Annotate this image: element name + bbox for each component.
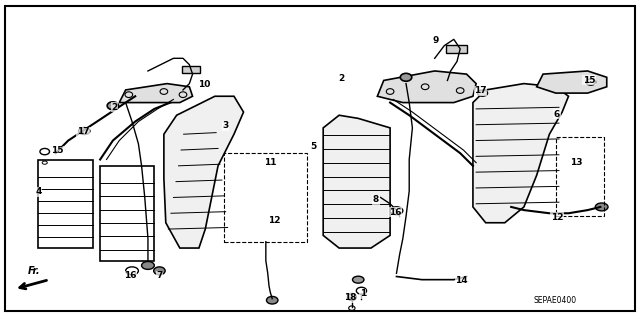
Text: 8: 8 bbox=[373, 195, 380, 204]
Ellipse shape bbox=[400, 73, 412, 81]
Text: 1: 1 bbox=[360, 289, 366, 298]
Text: 15: 15 bbox=[582, 76, 595, 85]
FancyBboxPatch shape bbox=[182, 66, 200, 73]
Text: 2: 2 bbox=[338, 74, 344, 83]
FancyBboxPatch shape bbox=[446, 45, 467, 53]
Polygon shape bbox=[473, 84, 568, 223]
Text: 5: 5 bbox=[310, 142, 317, 151]
Text: 6: 6 bbox=[554, 110, 560, 119]
Text: 12: 12 bbox=[268, 216, 280, 225]
Bar bbox=[38, 160, 93, 248]
Text: 16: 16 bbox=[389, 208, 401, 217]
Text: 10: 10 bbox=[198, 80, 210, 89]
Text: Fr.: Fr. bbox=[28, 266, 41, 276]
Text: 18: 18 bbox=[344, 293, 357, 302]
Ellipse shape bbox=[348, 293, 356, 300]
Polygon shape bbox=[378, 71, 476, 103]
Text: 4: 4 bbox=[35, 187, 42, 196]
Polygon shape bbox=[323, 115, 390, 248]
Text: 13: 13 bbox=[570, 158, 582, 167]
Text: 17: 17 bbox=[474, 86, 487, 95]
Text: 11: 11 bbox=[264, 158, 276, 167]
Ellipse shape bbox=[266, 296, 278, 304]
Polygon shape bbox=[537, 71, 607, 93]
Polygon shape bbox=[119, 84, 193, 103]
Text: 12: 12 bbox=[551, 212, 563, 222]
Text: 14: 14 bbox=[455, 276, 468, 285]
Text: 3: 3 bbox=[223, 121, 229, 130]
Ellipse shape bbox=[595, 203, 608, 211]
Text: SEPAE0400: SEPAE0400 bbox=[534, 296, 577, 305]
Bar bbox=[100, 166, 154, 261]
FancyBboxPatch shape bbox=[4, 6, 636, 311]
Text: 16: 16 bbox=[124, 271, 136, 280]
Ellipse shape bbox=[154, 267, 165, 275]
Text: 7: 7 bbox=[156, 271, 163, 280]
Text: 2: 2 bbox=[111, 103, 117, 112]
Text: 9: 9 bbox=[433, 36, 439, 45]
Ellipse shape bbox=[477, 90, 488, 96]
Text: 17: 17 bbox=[77, 127, 89, 136]
Ellipse shape bbox=[353, 276, 364, 283]
Ellipse shape bbox=[141, 262, 154, 269]
Ellipse shape bbox=[107, 102, 118, 110]
Polygon shape bbox=[164, 96, 244, 248]
Ellipse shape bbox=[79, 128, 90, 135]
Text: 15: 15 bbox=[51, 146, 64, 155]
